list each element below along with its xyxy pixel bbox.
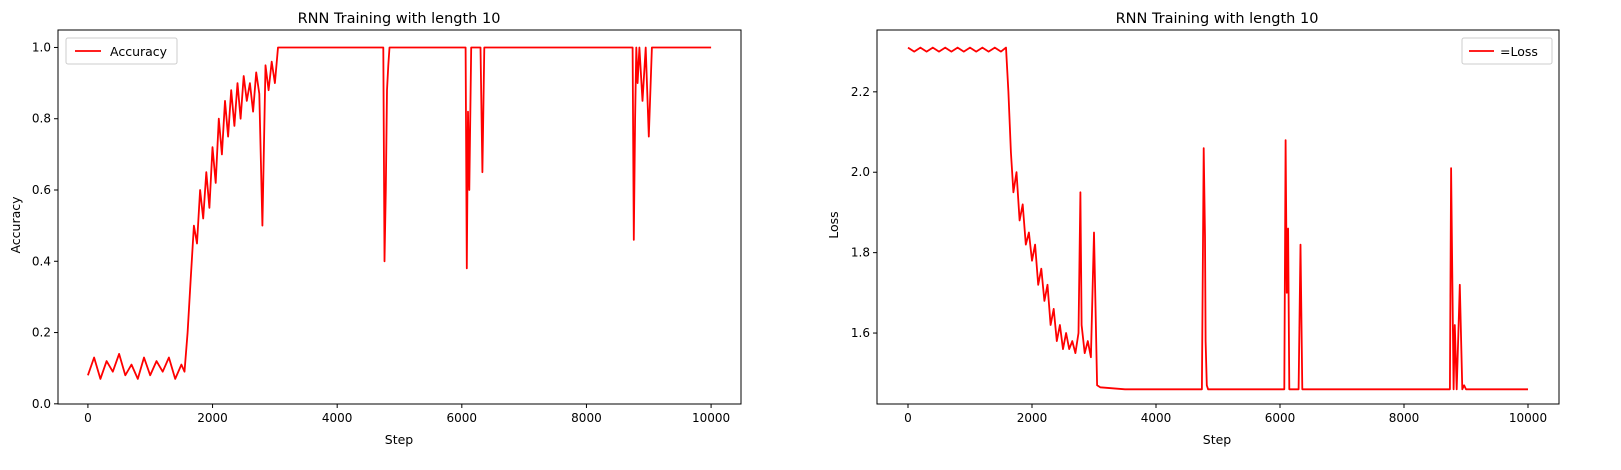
accuracy-legend-box (65, 37, 178, 65)
loss-y-axis-label: Loss (826, 211, 841, 238)
accuracy-x-tick-label: 10000 (692, 411, 730, 425)
accuracy-chart: RNN Training with length 10 0 2000 4000 600… (8, 11, 742, 447)
loss-x-tick-label: 10000 (1509, 411, 1547, 425)
accuracy-x-tick-label: 4000 (322, 411, 353, 425)
accuracy-y-tick-label: 0.8 (32, 112, 51, 126)
accuracy-chart-title: RNN Training with length 10 (298, 11, 501, 27)
loss-chart: RNN Training with length 10 0 2000 4000 600… (826, 11, 1560, 447)
loss-chart-title: RNN Training with length 10 (1116, 11, 1319, 27)
loss-series-line (907, 46, 1528, 391)
loss-plot-frame (876, 29, 1560, 405)
loss-x-tick-label: 8000 (1389, 411, 1420, 425)
accuracy-y-tick-label: 0.4 (32, 254, 51, 268)
accuracy-legend: Accuracy (65, 37, 178, 65)
loss-x-tick-label: 6000 (1265, 411, 1296, 425)
loss-x-tick-label: 0 (904, 411, 912, 425)
accuracy-x-tick-label: 6000 (447, 411, 478, 425)
loss-y-tick-label: 1.6 (851, 326, 870, 340)
loss-y-tick-label: 2.0 (851, 165, 870, 179)
accuracy-series-line (87, 46, 712, 380)
accuracy-x-tick-label: 8000 (571, 411, 602, 425)
accuracy-y-tick-label: 0.0 (32, 397, 51, 411)
accuracy-y-tick-label: 0.6 (32, 183, 51, 197)
accuracy-y-tick-label: 0.2 (32, 326, 51, 340)
accuracy-plot-frame (57, 29, 742, 405)
loss-y-tick-label: 1.8 (851, 246, 870, 260)
accuracy-x-tick-label: 2000 (197, 411, 228, 425)
loss-axes: 0 2000 4000 6000 8000 10000 1.6 1.8 2.0 2.2 (851, 29, 1560, 425)
accuracy-y-tick-label: 1.0 (32, 40, 51, 54)
loss-legend: =Loss (1461, 37, 1553, 65)
accuracy-legend-label: Accuracy (110, 44, 168, 59)
accuracy-x-axis-label: Step (385, 432, 414, 447)
loss-x-tick-label: 4000 (1141, 411, 1172, 425)
loss-x-axis-label: Step (1203, 432, 1232, 447)
loss-legend-label: =Loss (1500, 44, 1538, 59)
loss-y-tick-label: 2.2 (851, 85, 870, 99)
accuracy-axes: 0 2000 4000 6000 8000 10000 0.0 0.2 0.4 0.6 0.8 1.0 (32, 29, 742, 425)
loss-legend-box (1461, 37, 1553, 65)
loss-x-tick-label: 2000 (1017, 411, 1048, 425)
accuracy-x-tick-label: 0 (84, 411, 92, 425)
accuracy-y-axis-label: Accuracy (8, 196, 23, 254)
